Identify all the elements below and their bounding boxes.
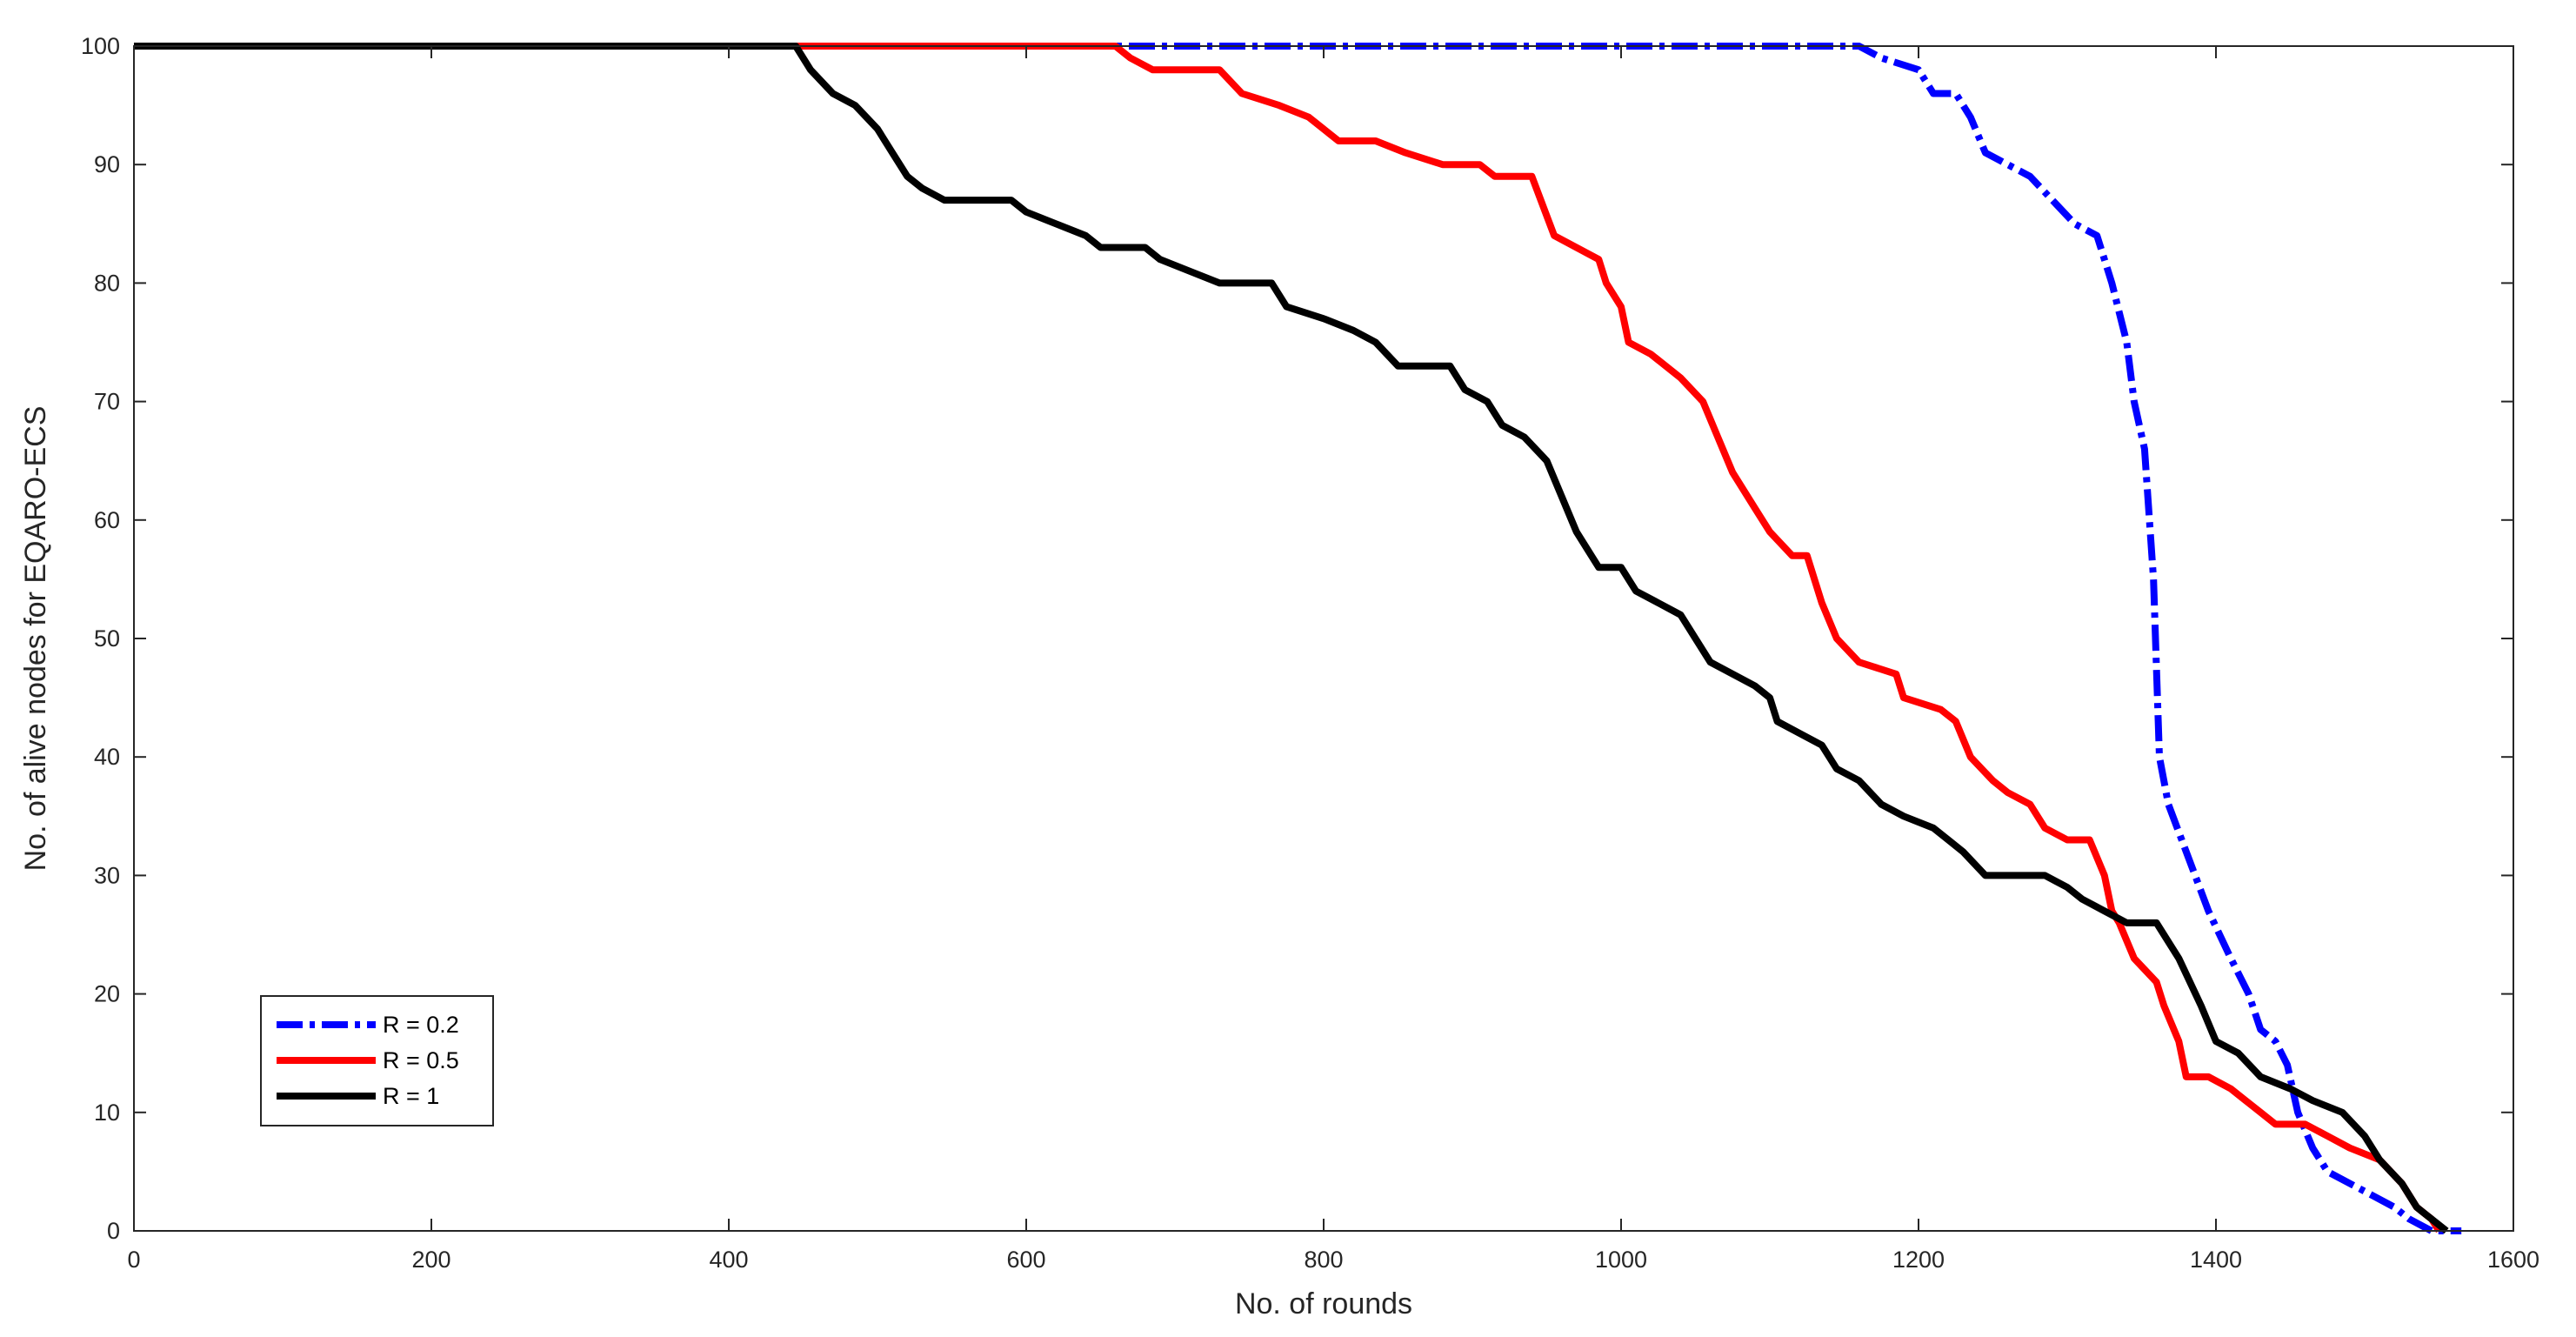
x-tick-label: 400 bbox=[709, 1247, 748, 1273]
legend-label: R = 1 bbox=[383, 1083, 439, 1109]
series-line-r-0-5 bbox=[134, 43, 2442, 1233]
y-tick-label: 40 bbox=[94, 744, 120, 770]
y-tick-label: 50 bbox=[94, 625, 120, 652]
x-tick-label: 1200 bbox=[1892, 1247, 1945, 1273]
y-axis-label: No. of alive nodes for EQARO-ECS bbox=[19, 406, 52, 872]
x-tick-label: 800 bbox=[1304, 1247, 1343, 1273]
legend-label: R = 0.5 bbox=[383, 1047, 459, 1073]
legend-label: R = 0.2 bbox=[383, 1012, 459, 1038]
y-tick-label: 0 bbox=[107, 1218, 120, 1244]
x-tick-label: 1400 bbox=[2190, 1247, 2242, 1273]
x-tick-label: 0 bbox=[127, 1247, 140, 1273]
y-tick-label: 20 bbox=[94, 981, 120, 1007]
y-tick-label: 10 bbox=[94, 1100, 120, 1126]
series-layer bbox=[134, 43, 2462, 1234]
series-line-r-1 bbox=[134, 43, 2449, 1234]
x-axis-label: No. of rounds bbox=[1235, 1287, 1412, 1320]
axis-ticks: 0 200 400 600 800 1000 1200 1400 1600 0 10 20 30 40 50… bbox=[81, 33, 2539, 1273]
x-tick-label: 600 bbox=[1006, 1247, 1045, 1273]
x-tick-label: 1000 bbox=[1595, 1247, 1647, 1273]
y-tick-label: 60 bbox=[94, 507, 120, 533]
y-tick-label: 80 bbox=[94, 270, 120, 296]
y-tick-label: 30 bbox=[94, 862, 120, 888]
x-tick-label: 200 bbox=[411, 1247, 450, 1273]
y-tick-label: 90 bbox=[94, 151, 120, 177]
y-tick-label: 70 bbox=[94, 389, 120, 415]
x-tick-label: 1600 bbox=[2487, 1247, 2539, 1273]
legend: R = 0.2 R = 0.5 R = 1 bbox=[260, 995, 494, 1126]
y-tick-label: 100 bbox=[81, 33, 120, 59]
series-line-r-0-2 bbox=[134, 43, 2462, 1234]
